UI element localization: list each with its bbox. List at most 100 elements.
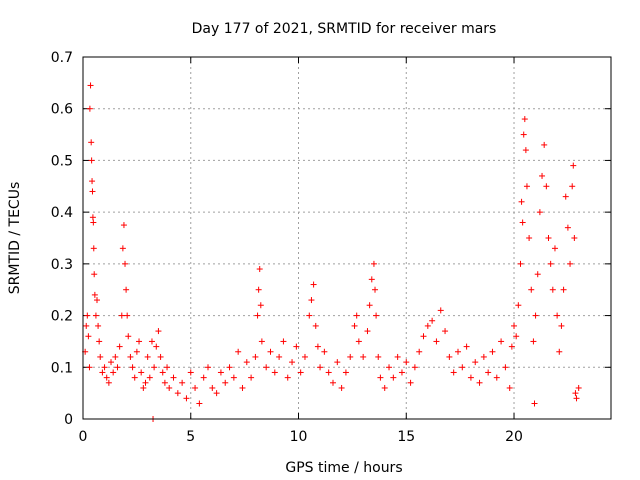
data-point [325,369,332,376]
data-point [314,343,321,350]
data-point [108,359,115,366]
data-point [280,338,287,345]
data-point [572,390,579,397]
data-point [351,322,358,329]
data-point [146,374,153,381]
data-point [573,395,580,402]
data-point [515,302,522,309]
data-point [528,286,535,293]
data-point [536,209,543,216]
data-point [375,353,382,360]
data-point [480,353,487,360]
data-point [164,364,171,371]
data-point [463,343,470,350]
data-point [94,297,101,304]
data-point [85,333,92,340]
data-point [159,369,166,376]
data-point [230,374,237,381]
data-point [118,312,125,319]
data-point [370,260,377,267]
data-point [293,343,300,350]
data-point [472,359,479,366]
data-point [511,322,518,329]
data-point [123,286,130,293]
data-point [338,384,345,391]
data-point [297,369,304,376]
data-point [386,364,393,371]
y-tick-label: 0.5 [51,153,73,169]
data-point [312,322,319,329]
data-point [257,302,264,309]
data-point [239,384,246,391]
data-point [258,338,265,345]
data-point [355,338,362,345]
data-point [83,322,90,329]
data-point [342,369,349,376]
data-point [454,348,461,355]
plot-frame [82,56,612,420]
data-point [526,235,533,241]
data-point [554,312,561,319]
data-point [571,235,578,241]
data-point [124,312,131,319]
y-tick-label: 0.1 [51,360,73,376]
data-point [289,359,296,366]
data-point [381,384,388,391]
data-point [144,353,151,360]
data-point [112,353,119,360]
x-tick-label: 0 [79,429,88,445]
data-point [114,364,121,371]
data-point [377,374,384,381]
data-point [161,379,168,386]
y-tick-label: 0.6 [51,102,73,118]
data-point [179,379,186,386]
data-point [217,369,224,376]
data-point [222,379,229,386]
data-point [138,369,145,376]
data-point [530,338,537,345]
data-point [129,364,136,371]
data-point [532,312,539,319]
data-point [442,328,449,335]
data-point [252,353,259,360]
data-point [558,322,565,329]
data-point [84,312,91,319]
data-point [310,281,317,288]
data-point [248,374,255,381]
data-point [153,343,160,350]
y-tick-label: 0.3 [51,257,73,273]
data-point [534,271,541,278]
data-point [96,338,103,345]
y-tick-label: 0.2 [51,309,73,325]
data-point [88,157,95,164]
data-point [519,219,526,226]
data-point [518,198,525,205]
data-point [450,369,457,376]
data-point [360,353,367,360]
data-point [151,364,158,371]
data-point [116,343,123,350]
data-point [372,286,379,293]
data-point [196,400,203,407]
data-point [398,369,405,376]
data-point [166,384,173,391]
data-point [148,338,155,345]
data-point [567,260,574,267]
x-axis-title: GPS time / hours [285,460,402,476]
data-point [86,364,93,371]
data-point [89,178,96,185]
data-point [569,183,576,190]
data-point [127,353,134,360]
data-point [155,328,162,335]
data-point [89,214,96,221]
data-point [95,322,102,329]
data-point [204,364,211,371]
data-point [424,322,431,329]
data-point [353,312,360,319]
data-point [92,312,99,319]
data-point [539,172,546,179]
data-point [308,297,315,304]
data-point [329,379,336,386]
data-point [545,235,552,241]
